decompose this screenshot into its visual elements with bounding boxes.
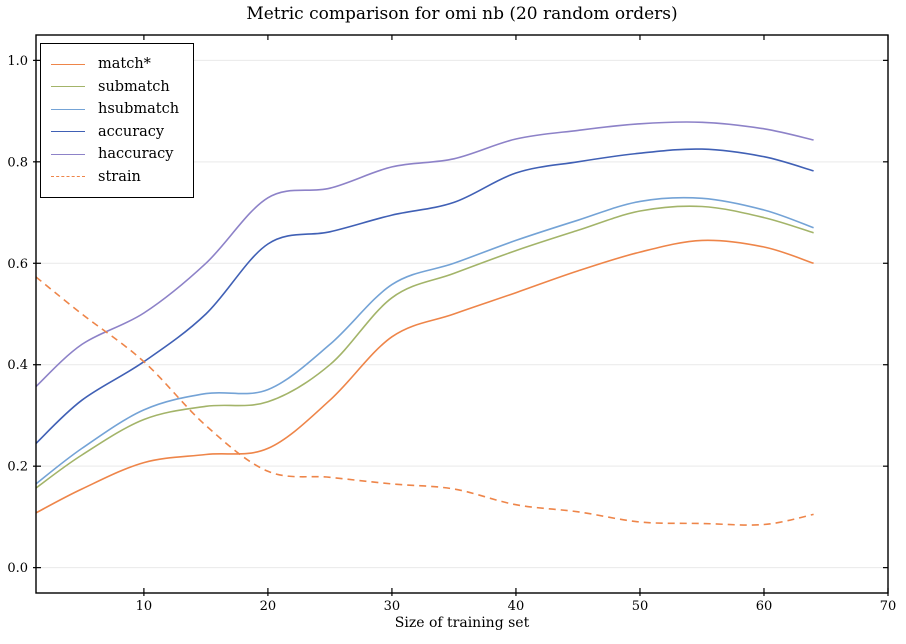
x-tick-label: 20 — [260, 599, 277, 614]
legend-label: submatch — [98, 78, 170, 95]
x-axis-label: Size of training set — [394, 615, 530, 631]
series-line-haccuracy — [35, 121, 814, 388]
y-tick-label: 0.0 — [7, 561, 28, 576]
x-tick-label: 60 — [756, 599, 773, 614]
legend-label: match* — [98, 56, 151, 73]
legend-line-sample — [51, 86, 85, 88]
legend-line-sample — [51, 153, 85, 155]
legend-item-strain: strain — [51, 166, 179, 189]
series-line-match — [35, 239, 814, 514]
chart-title: Metric comparison for omi nb (20 random … — [246, 4, 678, 24]
plot-border — [35, 34, 889, 594]
legend-item-hsubmatch: hsubmatch — [51, 98, 179, 121]
legend-label: hsubmatch — [98, 101, 180, 118]
legend-line-sample — [51, 176, 85, 178]
series-line-hsubmatch — [35, 196, 814, 485]
legend-label: accuracy — [98, 123, 165, 140]
legend-label: haccuracy — [98, 146, 174, 163]
y-tick-label: 0.4 — [7, 358, 28, 373]
y-tick-label: 1.0 — [7, 54, 28, 69]
series-line-submatch — [35, 205, 814, 489]
legend-line-sample — [51, 63, 85, 65]
legend-label: strain — [98, 168, 141, 185]
series-line-strain — [35, 276, 814, 526]
legend-item-submatch: submatch — [51, 76, 179, 99]
x-tick-label: 30 — [384, 599, 401, 614]
x-tick-label: 70 — [880, 599, 897, 614]
legend-line-sample — [51, 108, 85, 110]
y-tick-label: 0.2 — [7, 460, 28, 475]
legend-item-haccuracy: haccuracy — [51, 143, 179, 166]
legend: match* submatch hsubmatch accuracy haccuracy… — [40, 43, 195, 198]
x-tick-label: 50 — [632, 599, 649, 614]
y-tick-label: 0.6 — [7, 257, 28, 272]
legend-line-sample — [51, 131, 85, 133]
x-tick-label: 40 — [508, 599, 525, 614]
series-line-accuracy — [35, 148, 814, 444]
legend-item-match: match* — [51, 53, 179, 76]
x-tick-label: 10 — [136, 599, 153, 614]
y-tick-label: 0.8 — [7, 155, 28, 170]
legend-item-accuracy: accuracy — [51, 121, 179, 144]
